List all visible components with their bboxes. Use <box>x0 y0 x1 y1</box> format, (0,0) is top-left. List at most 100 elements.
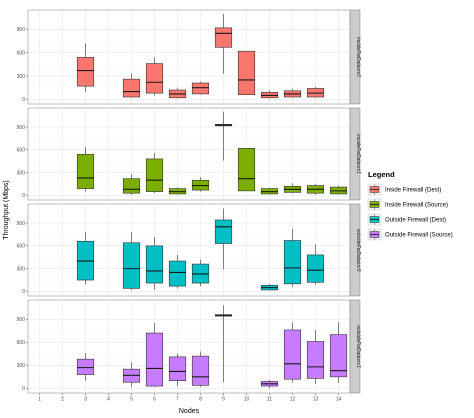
box-11 <box>260 90 279 99</box>
box-6 <box>145 152 164 194</box>
legend-entry: Outside Firewall (Dest) <box>367 213 446 226</box>
box-7 <box>168 353 187 387</box>
box-11 <box>260 379 279 389</box>
x-tick-label: 14 <box>336 397 342 403</box>
y-tick-label: 0 <box>22 97 25 103</box>
box-9 <box>214 111 233 161</box>
panel-background <box>27 299 351 394</box>
y-tick-label: 300 <box>17 363 26 369</box>
x-tick-label: 13 <box>313 397 319 403</box>
facet-panel: 0 300 600 900 outsideFwDatasrc0 <box>17 203 361 297</box>
panels: 0 300 600 900 insideFwDatasrc0 0 300 600 900 insi… <box>17 9 361 394</box>
y-tick-label: 300 <box>17 266 26 272</box>
box-11 <box>260 283 279 291</box>
box-11 <box>260 187 279 195</box>
box-7 <box>168 187 187 195</box>
box-3 <box>76 43 95 93</box>
x-tick-label: 4 <box>107 397 110 403</box>
box-8 <box>191 81 210 95</box>
y-tick-label: 600 <box>17 244 26 250</box>
facet-panel: 0 300 600 900 outsideFwDatasrc1 <box>17 299 361 394</box>
box-8 <box>191 259 210 287</box>
box-body <box>191 82 210 95</box>
y-tick-label: 900 <box>17 125 26 131</box>
x-axis: 1 2 3 4 5 6 7 8 9 10 11 12 13 14 <box>38 393 341 403</box>
x-tick-label: 5 <box>130 397 133 403</box>
x-tick-label: 2 <box>61 397 64 403</box>
box-6 <box>145 57 164 96</box>
box-5 <box>122 362 141 387</box>
box-body <box>76 358 95 375</box>
y-tick-label: 0 <box>22 289 25 295</box>
facet-strip-label: outsideFwDatasrc0 <box>355 229 361 272</box>
y-tick-label: 900 <box>17 317 26 323</box>
box-10 <box>237 50 256 95</box>
box-5 <box>122 73 141 98</box>
box-body <box>145 63 164 94</box>
x-tick-label: 12 <box>290 397 296 403</box>
box-5 <box>122 174 141 195</box>
box-7 <box>168 87 187 99</box>
box-9 <box>214 13 233 74</box>
box-13 <box>306 244 325 285</box>
box-3 <box>76 353 95 381</box>
box-3 <box>76 146 95 192</box>
box-body <box>191 355 210 386</box>
x-tick-label: 9 <box>222 397 225 403</box>
box-body <box>168 356 187 382</box>
x-tick-label: 1 <box>38 397 41 403</box>
legend-entry: Outside Firewall (Source) <box>367 228 453 241</box>
y-tick-label: 600 <box>17 148 26 154</box>
box-body <box>214 27 233 48</box>
legend-entry: Inside Firewall (Dest) <box>367 183 441 196</box>
box-body <box>283 240 302 285</box>
box-body <box>283 329 302 380</box>
legend-label: Inside Firewall (Source) <box>385 203 448 209</box>
box-12 <box>283 229 302 287</box>
box-13 <box>306 329 325 384</box>
facet-strip-label: insideFwDatasrc1 <box>355 134 361 174</box>
legend-title: Legend <box>368 170 395 179</box>
legend-label: Outside Firewall (Source) <box>385 233 453 239</box>
box-body <box>122 178 141 194</box>
box-12 <box>283 183 302 194</box>
box-13 <box>306 184 325 195</box>
box-body <box>329 334 348 378</box>
facet-strip <box>349 107 361 201</box>
legend-entry: Inside Firewall (Source) <box>367 198 448 211</box>
box-7 <box>168 254 187 289</box>
y-tick-label: 900 <box>17 27 26 33</box>
box-body <box>237 50 256 95</box>
panel-background <box>27 203 351 297</box>
box-body <box>76 154 95 189</box>
box-body <box>122 242 141 289</box>
box-body <box>214 219 233 244</box>
facet-panel: 0 300 600 900 insideFwDatasrc1 <box>17 107 361 201</box>
box-body <box>122 78 141 98</box>
y-tick-label: 600 <box>17 51 26 57</box>
y-axis-title: Throughput (Mbps) <box>3 180 10 240</box>
box-8 <box>191 351 210 387</box>
box-10 <box>237 147 256 192</box>
legend-label: Outside Firewall (Dest) <box>385 218 446 224</box>
y-tick-label: 300 <box>17 170 26 176</box>
box-6 <box>145 236 164 290</box>
box-body <box>237 147 256 192</box>
box-body <box>76 57 95 87</box>
box-14 <box>329 185 348 195</box>
box-6 <box>145 323 164 387</box>
box-13 <box>306 86 325 98</box>
y-tick-label: 0 <box>22 193 25 199</box>
box-12 <box>283 322 302 383</box>
box-body <box>306 341 325 379</box>
box-body <box>145 245 164 284</box>
panel-background <box>27 9 351 105</box>
x-tick-label: 11 <box>267 397 272 403</box>
y-tick-label: 600 <box>17 340 26 346</box>
box-9 <box>214 305 233 383</box>
x-tick-label: 10 <box>244 397 250 403</box>
x-tick-label: 3 <box>84 397 87 403</box>
legend: Legend Inside Firewall (Dest) Inside Fire… <box>367 170 453 241</box>
box-14 <box>329 322 348 384</box>
box-8 <box>191 177 210 192</box>
